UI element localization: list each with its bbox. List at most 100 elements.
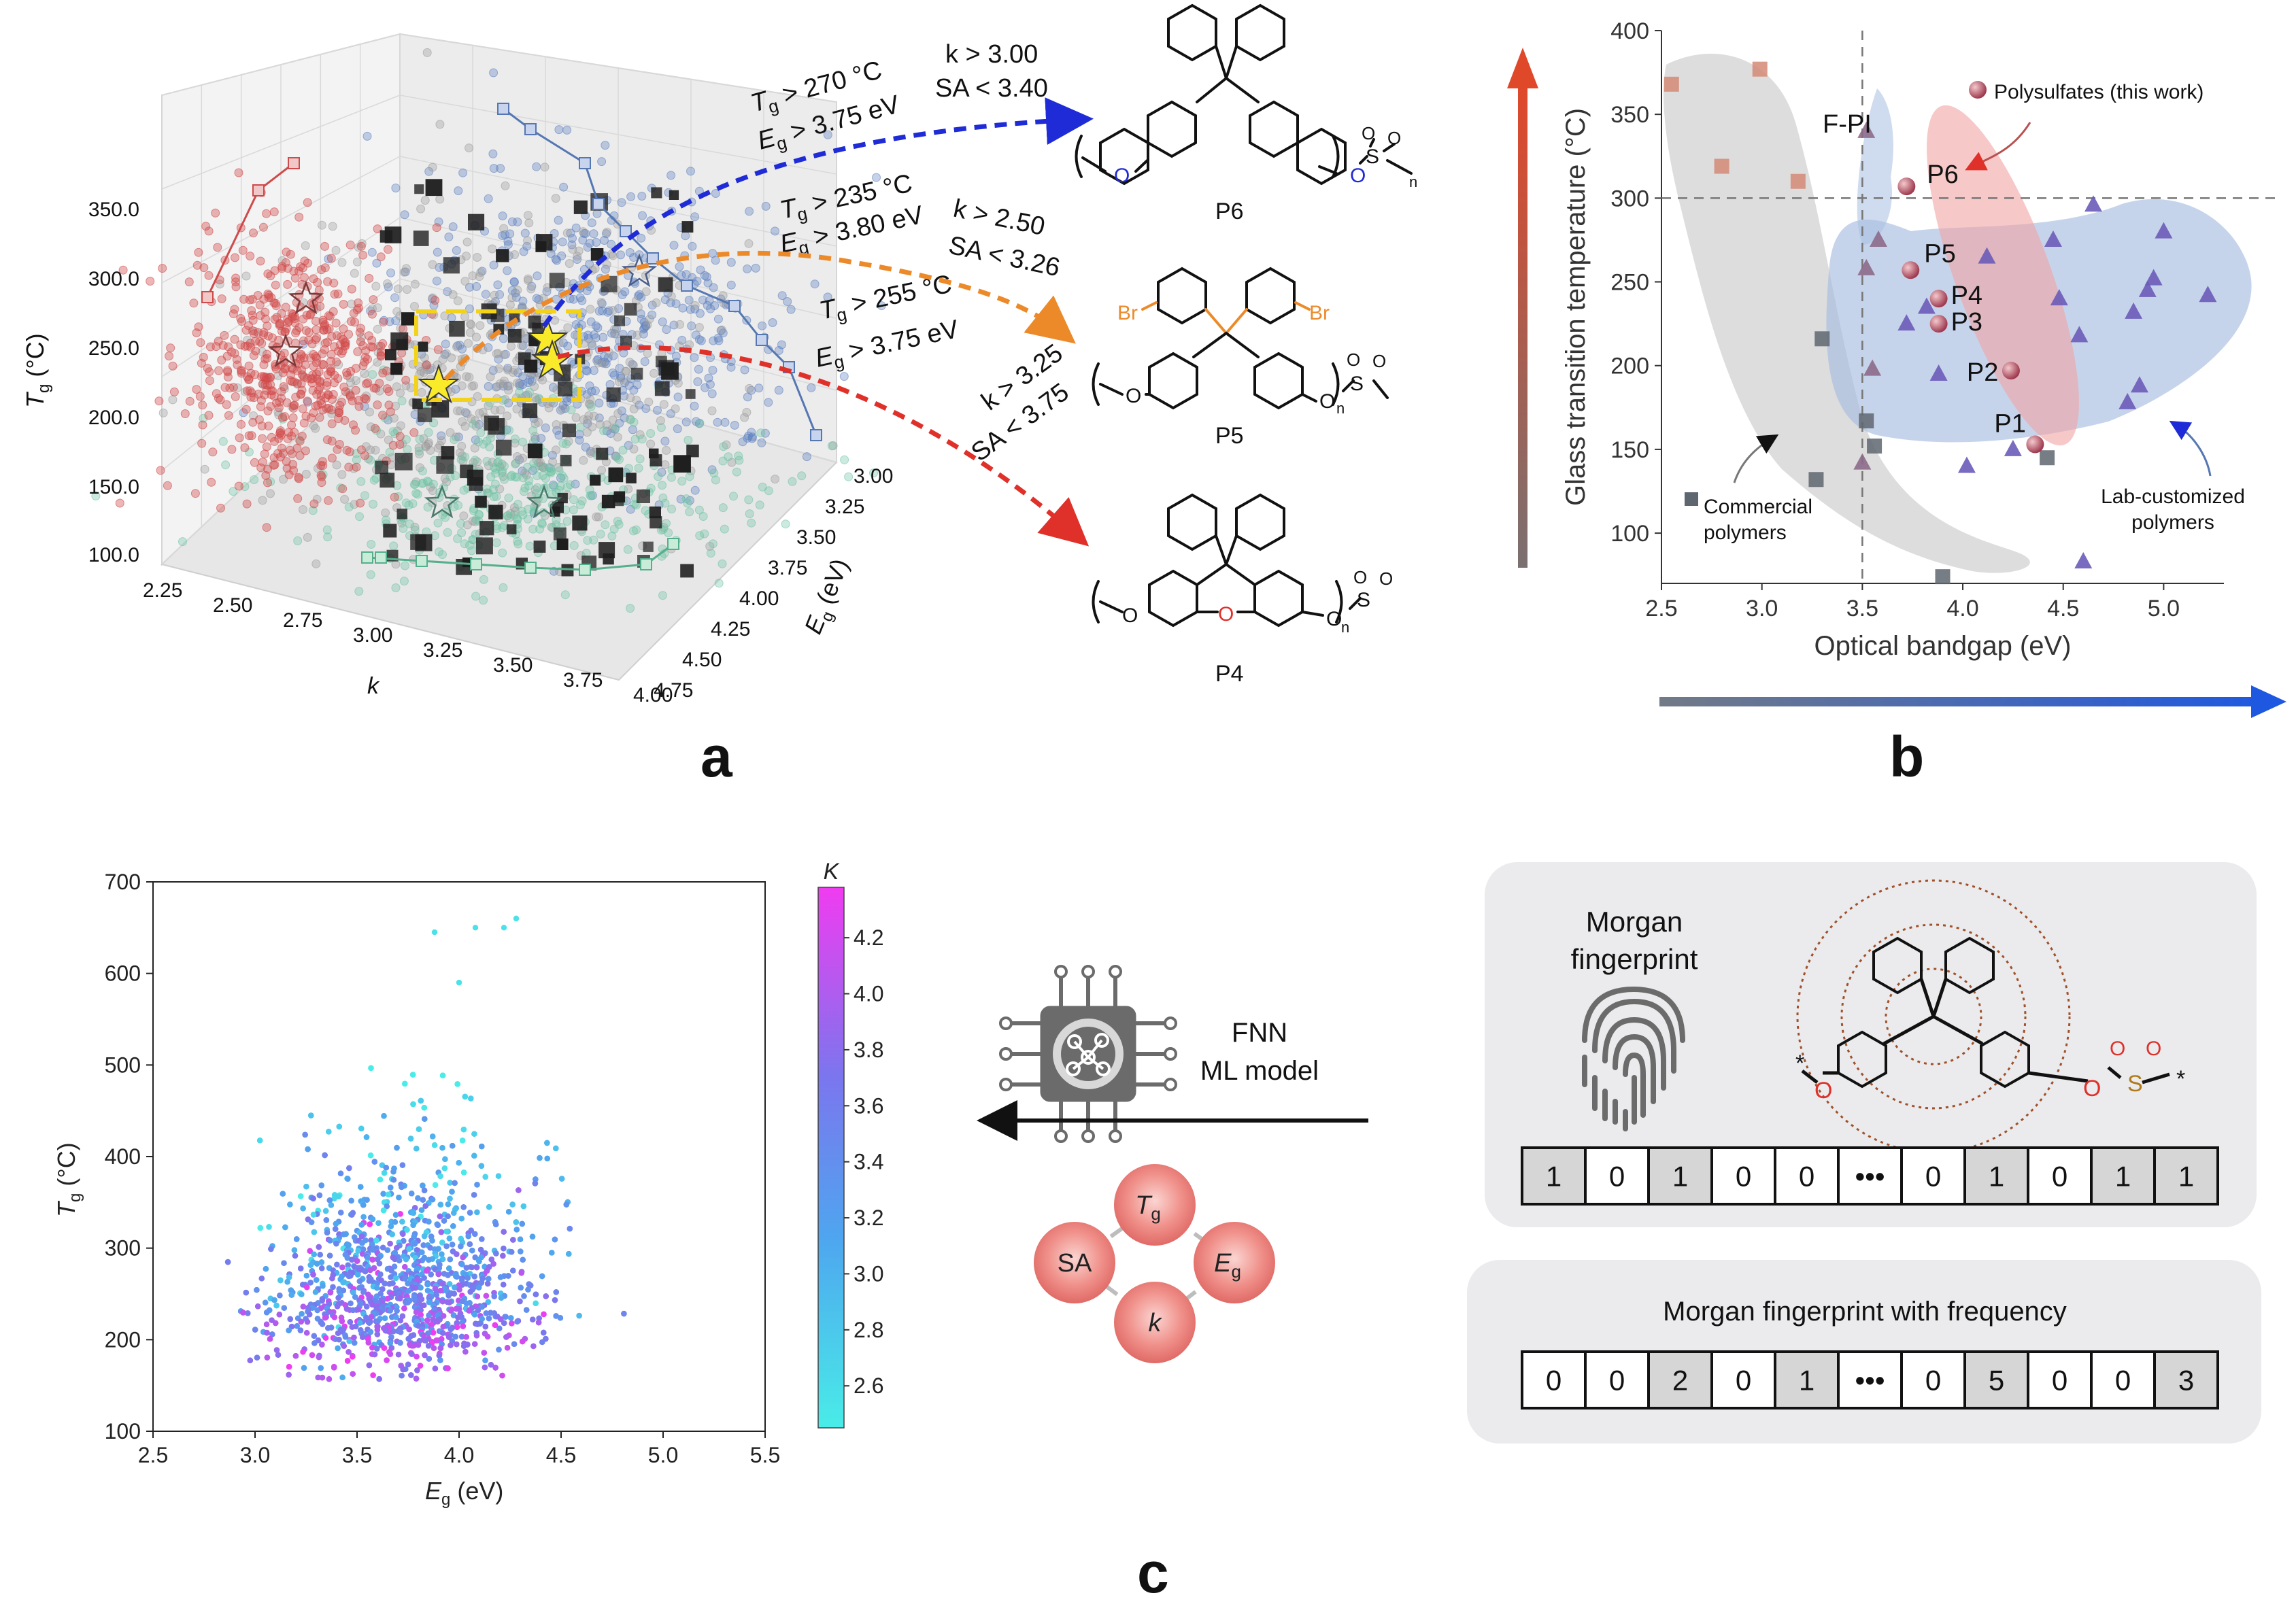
- point-red: [185, 396, 195, 406]
- data-point: [356, 1278, 363, 1284]
- point-grey: [659, 400, 669, 409]
- point-blue: [503, 237, 513, 246]
- point-grey: [675, 320, 685, 329]
- projection-square: [756, 334, 768, 346]
- point-green: [708, 539, 718, 549]
- point-black-square: [425, 179, 443, 197]
- point-green: [662, 519, 671, 528]
- point-grey: [690, 301, 700, 310]
- point-green: [732, 467, 741, 477]
- point-red: [242, 499, 252, 509]
- point-blue: [693, 377, 703, 386]
- tick-k: 3.75: [563, 669, 603, 691]
- point-grey: [417, 388, 426, 397]
- data-point: [316, 1192, 323, 1199]
- gridline-left-h: [161, 156, 401, 284]
- structure-p6: O O S O O n P6: [1075, 4, 1417, 224]
- point-grey: [371, 445, 380, 455]
- data-point: [493, 1221, 499, 1228]
- data-point: [460, 1127, 467, 1133]
- point-grey: [475, 321, 485, 330]
- point-green: [558, 439, 568, 448]
- point-blue: [690, 212, 700, 222]
- point-blue: [786, 305, 796, 314]
- point-red: [214, 366, 224, 375]
- point-green: [562, 517, 572, 526]
- data-point: [449, 1189, 455, 1195]
- data-point: [475, 1284, 482, 1291]
- data-point: [317, 1252, 323, 1258]
- point-grey: [573, 252, 582, 261]
- point-green: [685, 507, 694, 517]
- point-blue: [598, 332, 608, 342]
- point-red: [309, 499, 319, 509]
- point-black-square: [560, 454, 572, 466]
- point-black-square: [608, 467, 624, 483]
- point-blue: [681, 417, 691, 427]
- gridline-back-h: [399, 278, 837, 391]
- point-green: [514, 388, 524, 397]
- point-blue: [686, 167, 695, 176]
- point-red: [180, 409, 190, 418]
- data-point: [358, 1222, 365, 1228]
- point-red: [237, 420, 246, 429]
- point-grey: [666, 292, 676, 301]
- point-blue: [569, 294, 578, 304]
- point-grey: [381, 508, 390, 517]
- point-red: [422, 360, 431, 370]
- point-blue: [637, 192, 647, 201]
- point-grey: [613, 409, 623, 418]
- data-point: [424, 1281, 430, 1288]
- point-green: [368, 370, 377, 379]
- point-grey: [490, 290, 499, 300]
- point-blue: [584, 330, 592, 340]
- point-grey: [608, 305, 618, 315]
- commercial-square: [1714, 158, 1729, 174]
- data-point: [465, 1275, 471, 1281]
- point-red: [299, 336, 308, 345]
- point-blue: [743, 392, 752, 402]
- projection-square: [810, 429, 822, 441]
- data-point: [300, 1206, 306, 1212]
- point-blue: [465, 304, 474, 313]
- data-point: [314, 1261, 320, 1267]
- point-blue: [673, 424, 682, 434]
- data-point: [443, 1229, 450, 1235]
- point-blue: [690, 485, 700, 495]
- data-point: [399, 1162, 406, 1168]
- point-green: [797, 471, 807, 481]
- point-grey: [513, 378, 522, 388]
- point-red: [224, 342, 233, 352]
- point-grey: [200, 464, 209, 474]
- point-green: [694, 505, 704, 515]
- legend-commercial-1: Commercial: [1704, 496, 1812, 518]
- data-point: [345, 1176, 351, 1182]
- point-blue: [594, 398, 604, 408]
- point-grey: [508, 368, 518, 377]
- data-point: [442, 1156, 448, 1163]
- point-green: [714, 579, 724, 588]
- point-grey: [392, 307, 402, 316]
- point-green: [698, 512, 708, 521]
- data-point: [298, 1193, 304, 1199]
- point-green: [418, 466, 427, 476]
- point-green: [411, 488, 421, 498]
- point-red: [234, 481, 243, 491]
- point-red: [246, 252, 255, 261]
- projection-square: [252, 184, 265, 197]
- data-point: [421, 1187, 428, 1194]
- point-red: [290, 311, 299, 321]
- point-blue: [598, 306, 607, 315]
- lab-triangle: [2004, 439, 2022, 456]
- gridline-left-h: [161, 33, 401, 96]
- point-black-square: [412, 398, 423, 409]
- point-black-square: [626, 473, 637, 483]
- data-point: [416, 1126, 422, 1132]
- point-grey: [312, 494, 322, 504]
- point-blue: [520, 228, 530, 238]
- point-blue: [443, 287, 452, 296]
- point-blue: [690, 353, 699, 362]
- point-blue: [552, 256, 562, 265]
- point-red: [213, 243, 222, 252]
- commercial-square: [1808, 472, 1824, 488]
